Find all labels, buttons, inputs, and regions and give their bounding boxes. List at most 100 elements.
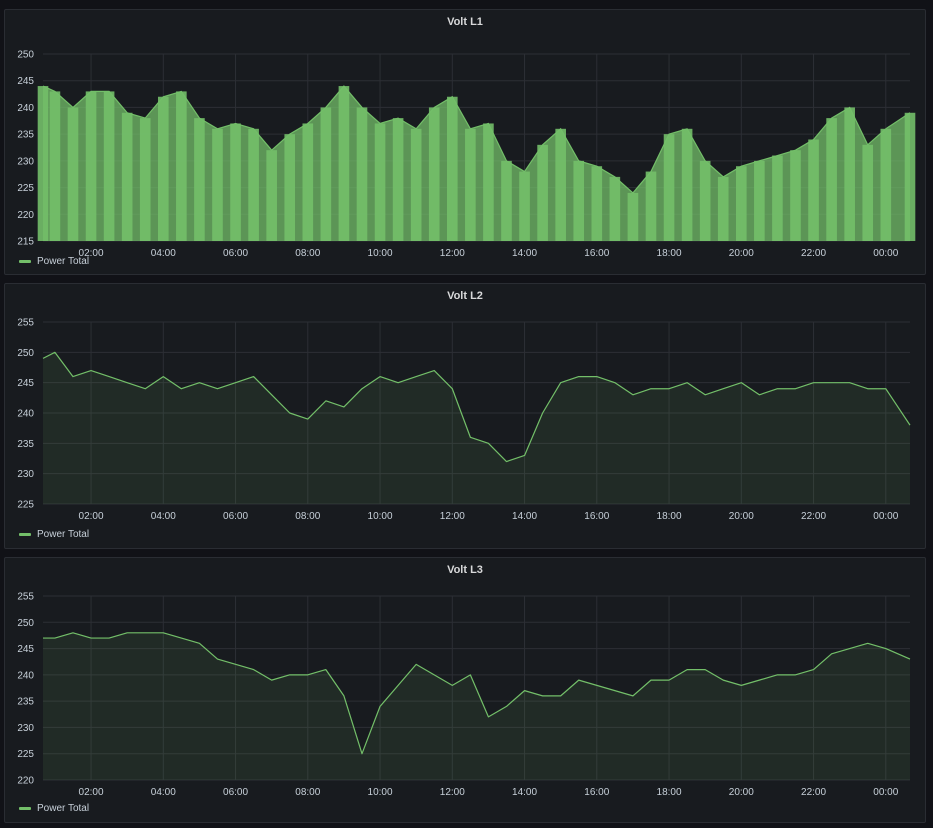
x-tick-label: 06:00 <box>223 511 248 522</box>
series-area-fill <box>43 352 910 504</box>
x-tick-label: 20:00 <box>729 511 754 522</box>
y-tick-label: 220 <box>17 210 34 221</box>
panel-title: Volt L3 <box>447 564 483 576</box>
x-tick-label: 14:00 <box>512 787 537 798</box>
x-tick-label: 18:00 <box>657 248 682 259</box>
x-tick-label: 16:00 <box>584 787 609 798</box>
y-tick-label: 240 <box>17 103 34 114</box>
panel-title: Volt L2 <box>447 290 483 302</box>
data-bar <box>772 155 783 241</box>
data-bar <box>67 107 79 241</box>
x-tick-label: 20:00 <box>729 248 754 259</box>
data-bar <box>735 166 747 241</box>
data-bar <box>501 160 512 241</box>
data-bar <box>194 118 205 241</box>
data-bar <box>717 176 729 241</box>
panel-title: Volt L1 <box>447 16 483 28</box>
x-tick-label: 02:00 <box>79 787 104 798</box>
y-tick-label: 235 <box>17 130 34 141</box>
data-bar <box>880 128 892 241</box>
legend[interactable]: Power Total <box>19 529 89 540</box>
data-bar <box>663 134 675 241</box>
data-bar <box>428 107 440 241</box>
data-bar <box>157 96 169 241</box>
legend-label: Power Total <box>37 256 90 267</box>
x-tick-label: 12:00 <box>440 787 465 798</box>
data-bar <box>248 128 259 241</box>
legend-label: Power Total <box>37 803 90 814</box>
x-tick-label: 06:00 <box>223 787 248 798</box>
y-tick-label: 230 <box>17 723 34 734</box>
data-bar <box>85 91 97 242</box>
data-bar <box>103 91 115 242</box>
legend-color-swatch <box>19 807 31 810</box>
chart-volt-l1[interactable]: 215 220 225 230 235 240 245 250 02:00 04:00 06:00 0… <box>5 10 927 276</box>
series-area-fill <box>43 632 910 780</box>
x-tick-label: 02:00 <box>79 511 104 522</box>
data-bar <box>555 128 566 241</box>
y-tick-label: 240 <box>17 409 34 420</box>
panel-volt-l1[interactable]: Volt L1 215 220 225 230 235 240 245 250 02:00 04:… <box>4 9 926 275</box>
data-bar <box>302 123 314 241</box>
x-tick-label: 18:00 <box>657 787 682 798</box>
y-tick-label: 245 <box>17 76 34 87</box>
y-tick-label: 220 <box>17 776 34 787</box>
x-tick-label: 12:00 <box>440 511 465 522</box>
x-tick-label: 16:00 <box>584 511 609 522</box>
data-bar <box>790 150 801 241</box>
x-tick-label: 04:00 <box>151 787 176 798</box>
data-bar <box>681 128 693 241</box>
y-tick-label: 250 <box>17 50 34 61</box>
data-bar <box>176 91 187 242</box>
y-tick-label: 225 <box>17 749 34 760</box>
x-tick-label: 14:00 <box>512 511 537 522</box>
panel-volt-l2[interactable]: Volt L2 225 230 235 240 245 250 255 02:00 04:00 0… <box>4 283 926 549</box>
legend[interactable]: Power Total <box>19 803 89 814</box>
x-tick-label: 04:00 <box>151 248 176 259</box>
y-tick-label: 225 <box>17 500 34 511</box>
x-tick-label: 22:00 <box>801 511 826 522</box>
y-tick-label: 235 <box>17 439 34 450</box>
data-bar <box>519 171 530 241</box>
y-tick-label: 245 <box>17 644 34 655</box>
legend-color-swatch <box>19 533 31 536</box>
data-bar <box>754 160 765 241</box>
x-tick-label: 00:00 <box>873 511 898 522</box>
data-bar <box>573 160 585 241</box>
x-tick-label: 22:00 <box>801 787 826 798</box>
data-bar <box>230 123 241 241</box>
data-bar <box>284 134 296 241</box>
data-bar <box>844 107 855 241</box>
x-tick-label: 06:00 <box>223 248 248 259</box>
data-bar <box>212 128 223 241</box>
data-bar <box>826 118 837 241</box>
data-bar <box>645 171 657 241</box>
chart-volt-l2[interactable]: 225 230 235 240 245 250 255 02:00 04:00 06:00 08:0… <box>5 284 927 550</box>
panel-volt-l3[interactable]: Volt L3 220 225 230 235 240 245 250 255 02:00 04:… <box>4 557 926 823</box>
x-tick-label: 14:00 <box>512 248 537 259</box>
y-tick-label: 250 <box>17 618 34 629</box>
legend-label: Power Total <box>37 529 90 540</box>
data-bar <box>609 176 621 241</box>
x-tick-label: 12:00 <box>440 248 465 259</box>
data-bar <box>338 86 350 241</box>
data-bar <box>356 107 368 241</box>
data-bar <box>699 160 711 241</box>
data-bar <box>465 128 476 241</box>
x-tick-label: 02:00 <box>79 248 104 259</box>
x-tick-label: 18:00 <box>657 511 682 522</box>
x-tick-label: 10:00 <box>368 248 393 259</box>
x-tick-label: 08:00 <box>295 787 320 798</box>
data-bar <box>483 123 494 241</box>
data-bar <box>37 86 49 241</box>
chart-volt-l3[interactable]: 220 225 230 235 240 245 250 255 02:00 04:00 06:00 0… <box>5 558 927 824</box>
y-tick-label: 240 <box>17 670 34 681</box>
x-tick-label: 04:00 <box>151 511 176 522</box>
legend[interactable]: Power Total <box>19 256 89 267</box>
data-bar <box>320 107 332 241</box>
data-bar <box>266 150 277 241</box>
data-bar <box>374 123 386 241</box>
x-tick-label: 10:00 <box>368 787 393 798</box>
x-tick-label: 22:00 <box>801 248 826 259</box>
data-bar <box>392 118 404 241</box>
